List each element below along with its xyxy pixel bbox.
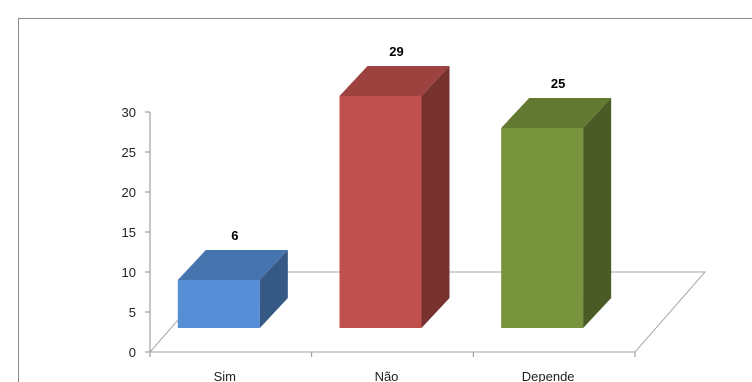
- x-category-label: Não: [375, 369, 399, 382]
- bar-depende: [501, 98, 612, 328]
- bar-front-face: [177, 280, 260, 328]
- data-label: 29: [389, 44, 403, 59]
- y-tick-label: 20: [122, 185, 136, 200]
- labels-layer: 6 Sim 29 Não 25 Depende: [214, 44, 575, 382]
- y-tick-label: 10: [122, 265, 136, 280]
- y-tick-label: 15: [122, 225, 136, 240]
- bar-top-face: [177, 250, 288, 280]
- bar-side-face: [583, 98, 612, 328]
- y-tick-label: 25: [122, 145, 136, 160]
- data-label: 6: [231, 228, 238, 243]
- bars-layer: [177, 66, 612, 328]
- data-label: 25: [551, 76, 565, 91]
- bar-front-face: [339, 96, 422, 328]
- chart-area: [18, 18, 752, 382]
- y-tick-label: 30: [122, 105, 136, 120]
- bar-side-face: [421, 66, 450, 328]
- bar-top-face: [501, 98, 612, 128]
- bar-side-face: [259, 250, 288, 328]
- x-category-label: Depende: [522, 369, 575, 382]
- bar-front-face: [501, 128, 584, 328]
- y-tick-label: 0: [129, 345, 136, 360]
- y-tick-label: 5: [129, 305, 136, 320]
- bar-não: [339, 66, 450, 328]
- bar-top-face: [339, 66, 450, 96]
- x-category-label: Sim: [214, 369, 236, 382]
- bar-sim: [177, 250, 288, 328]
